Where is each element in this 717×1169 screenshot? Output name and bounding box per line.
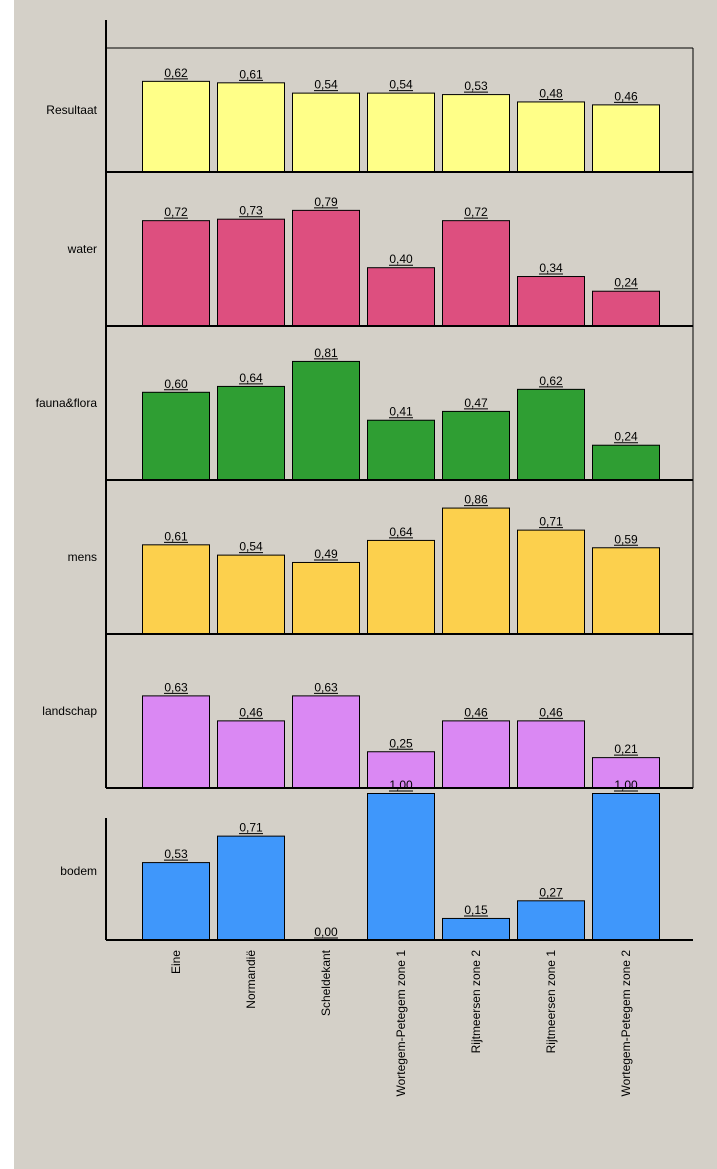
value-label-landschap-0: 0,63 bbox=[164, 680, 188, 694]
value-label-landschap-6: 0,21 bbox=[614, 742, 638, 756]
value-label-resultaat-5: 0,48 bbox=[539, 86, 563, 100]
bar-resultaat-6 bbox=[592, 104, 660, 172]
bar-resultaat-3 bbox=[367, 92, 435, 172]
value-label-mens-2: 0,49 bbox=[314, 547, 338, 561]
value-label-fauna-flora-2: 0,81 bbox=[314, 346, 338, 360]
value-label-resultaat-3: 0,54 bbox=[389, 78, 413, 92]
bar-water-0 bbox=[142, 220, 210, 326]
value-label-resultaat-6: 0,46 bbox=[614, 89, 638, 103]
bar-fauna-flora-4 bbox=[442, 410, 510, 480]
value-label-water-0: 0,72 bbox=[164, 205, 188, 219]
value-label-water-3: 0,40 bbox=[389, 252, 413, 266]
value-label-bodem-6: 1,00 bbox=[614, 778, 638, 792]
value-label-landschap-1: 0,46 bbox=[239, 705, 263, 719]
x-tick-label-3: Wortegem-Petegem zone 1 bbox=[394, 950, 408, 1097]
bar-resultaat-1 bbox=[217, 82, 285, 172]
bar-landschap-3 bbox=[367, 751, 435, 788]
value-label-bodem-4: 0,15 bbox=[464, 903, 488, 917]
bar-landschap-1 bbox=[217, 720, 285, 789]
value-label-bodem-5: 0,27 bbox=[539, 885, 563, 899]
value-label-fauna-flora-3: 0,41 bbox=[389, 405, 413, 419]
bar-mens-5 bbox=[517, 529, 585, 635]
value-label-bodem-1: 0,71 bbox=[239, 821, 263, 835]
small-multiples-bar-chart: Resultaat 0,62 0,61 0,54 0,54 0,53 0,48 0,46 wat… bbox=[36, 20, 694, 1097]
value-label-resultaat-4: 0,53 bbox=[464, 79, 488, 93]
row-label-landschap: landschap bbox=[42, 704, 97, 718]
value-label-resultaat-2: 0,54 bbox=[314, 78, 338, 92]
bar-fauna-flora-6 bbox=[592, 444, 660, 480]
bar-mens-6 bbox=[592, 547, 660, 635]
bar-resultaat-2 bbox=[292, 92, 360, 172]
bar-resultaat-4 bbox=[442, 94, 510, 172]
bar-fauna-flora-1 bbox=[217, 385, 285, 481]
x-tick-label-1: Normandië bbox=[244, 950, 258, 1009]
bar-resultaat-0 bbox=[142, 80, 210, 172]
value-label-mens-6: 0,59 bbox=[614, 532, 638, 546]
bar-fauna-flora-3 bbox=[367, 419, 435, 481]
chart-panel: Resultaat 0,62 0,61 0,54 0,54 0,53 0,48 0,46 wat… bbox=[14, 0, 717, 1169]
value-label-landschap-3: 0,25 bbox=[389, 736, 413, 750]
value-label-water-6: 0,24 bbox=[614, 276, 638, 290]
bar-fauna-flora-5 bbox=[517, 388, 585, 480]
bar-water-3 bbox=[367, 267, 435, 327]
value-label-bodem-3: 1,00 bbox=[389, 778, 413, 792]
bar-resultaat-5 bbox=[517, 101, 585, 172]
bar-landschap-4 bbox=[442, 720, 510, 789]
bar-water-1 bbox=[217, 218, 285, 326]
value-label-landschap-4: 0,46 bbox=[464, 705, 488, 719]
bar-water-2 bbox=[292, 209, 360, 326]
x-tick-label-4: Rijtmeersen zone 2 bbox=[469, 950, 483, 1054]
value-label-landschap-2: 0,63 bbox=[314, 680, 338, 694]
bar-landschap-5 bbox=[517, 720, 585, 789]
bar-bodem-5 bbox=[517, 900, 585, 940]
value-label-water-4: 0,72 bbox=[464, 205, 488, 219]
value-label-mens-4: 0,86 bbox=[464, 493, 488, 507]
row-label-water: water bbox=[67, 242, 97, 256]
value-label-fauna-flora-1: 0,64 bbox=[239, 371, 263, 385]
row-label-bodem: bodem bbox=[60, 864, 97, 878]
row-label-resultaat: Resultaat bbox=[46, 103, 97, 117]
bar-bodem-4 bbox=[442, 917, 510, 941]
bar-landschap-2 bbox=[292, 695, 360, 789]
row-label-mens: mens bbox=[68, 550, 97, 564]
bar-bodem-0 bbox=[142, 862, 210, 941]
x-tick-label-5: Rijtmeersen zone 1 bbox=[544, 950, 558, 1054]
bar-fauna-flora-0 bbox=[142, 391, 210, 480]
value-label-bodem-0: 0,53 bbox=[164, 847, 188, 861]
x-tick-label-0: Eine bbox=[169, 950, 183, 974]
bar-mens-1 bbox=[217, 554, 285, 634]
value-label-water-1: 0,73 bbox=[239, 204, 263, 218]
bar-bodem-6 bbox=[592, 793, 660, 940]
row-label-fauna-flora: fauna&flora bbox=[36, 396, 98, 410]
value-label-resultaat-1: 0,61 bbox=[239, 67, 263, 81]
x-tick-label-2: Scheldekant bbox=[319, 949, 333, 1016]
bar-landschap-0 bbox=[142, 695, 210, 789]
value-label-mens-0: 0,61 bbox=[164, 529, 188, 543]
value-label-mens-1: 0,54 bbox=[239, 540, 263, 554]
value-label-mens-3: 0,64 bbox=[389, 525, 413, 539]
bar-bodem-3 bbox=[367, 793, 435, 940]
bar-mens-0 bbox=[142, 544, 210, 635]
x-tick-label-6: Wortegem-Petegem zone 2 bbox=[619, 950, 633, 1097]
bar-bodem-1 bbox=[217, 835, 285, 941]
value-label-fauna-flora-0: 0,60 bbox=[164, 377, 188, 391]
bar-mens-2 bbox=[292, 561, 360, 634]
bar-mens-4 bbox=[442, 507, 510, 634]
value-label-resultaat-0: 0,62 bbox=[164, 66, 188, 80]
value-label-fauna-flora-5: 0,62 bbox=[539, 374, 563, 388]
bar-water-4 bbox=[442, 220, 510, 326]
value-label-mens-5: 0,71 bbox=[539, 515, 563, 529]
value-label-water-5: 0,34 bbox=[539, 261, 563, 275]
bar-water-5 bbox=[517, 276, 585, 326]
value-label-bodem-2: 0,00 bbox=[314, 925, 338, 939]
value-label-fauna-flora-4: 0,47 bbox=[464, 396, 488, 410]
bar-fauna-flora-2 bbox=[292, 360, 360, 480]
bar-water-6 bbox=[592, 290, 660, 326]
value-label-water-2: 0,79 bbox=[314, 195, 338, 209]
value-label-fauna-flora-6: 0,24 bbox=[614, 430, 638, 444]
value-label-landschap-5: 0,46 bbox=[539, 705, 563, 719]
bar-mens-3 bbox=[367, 539, 435, 634]
